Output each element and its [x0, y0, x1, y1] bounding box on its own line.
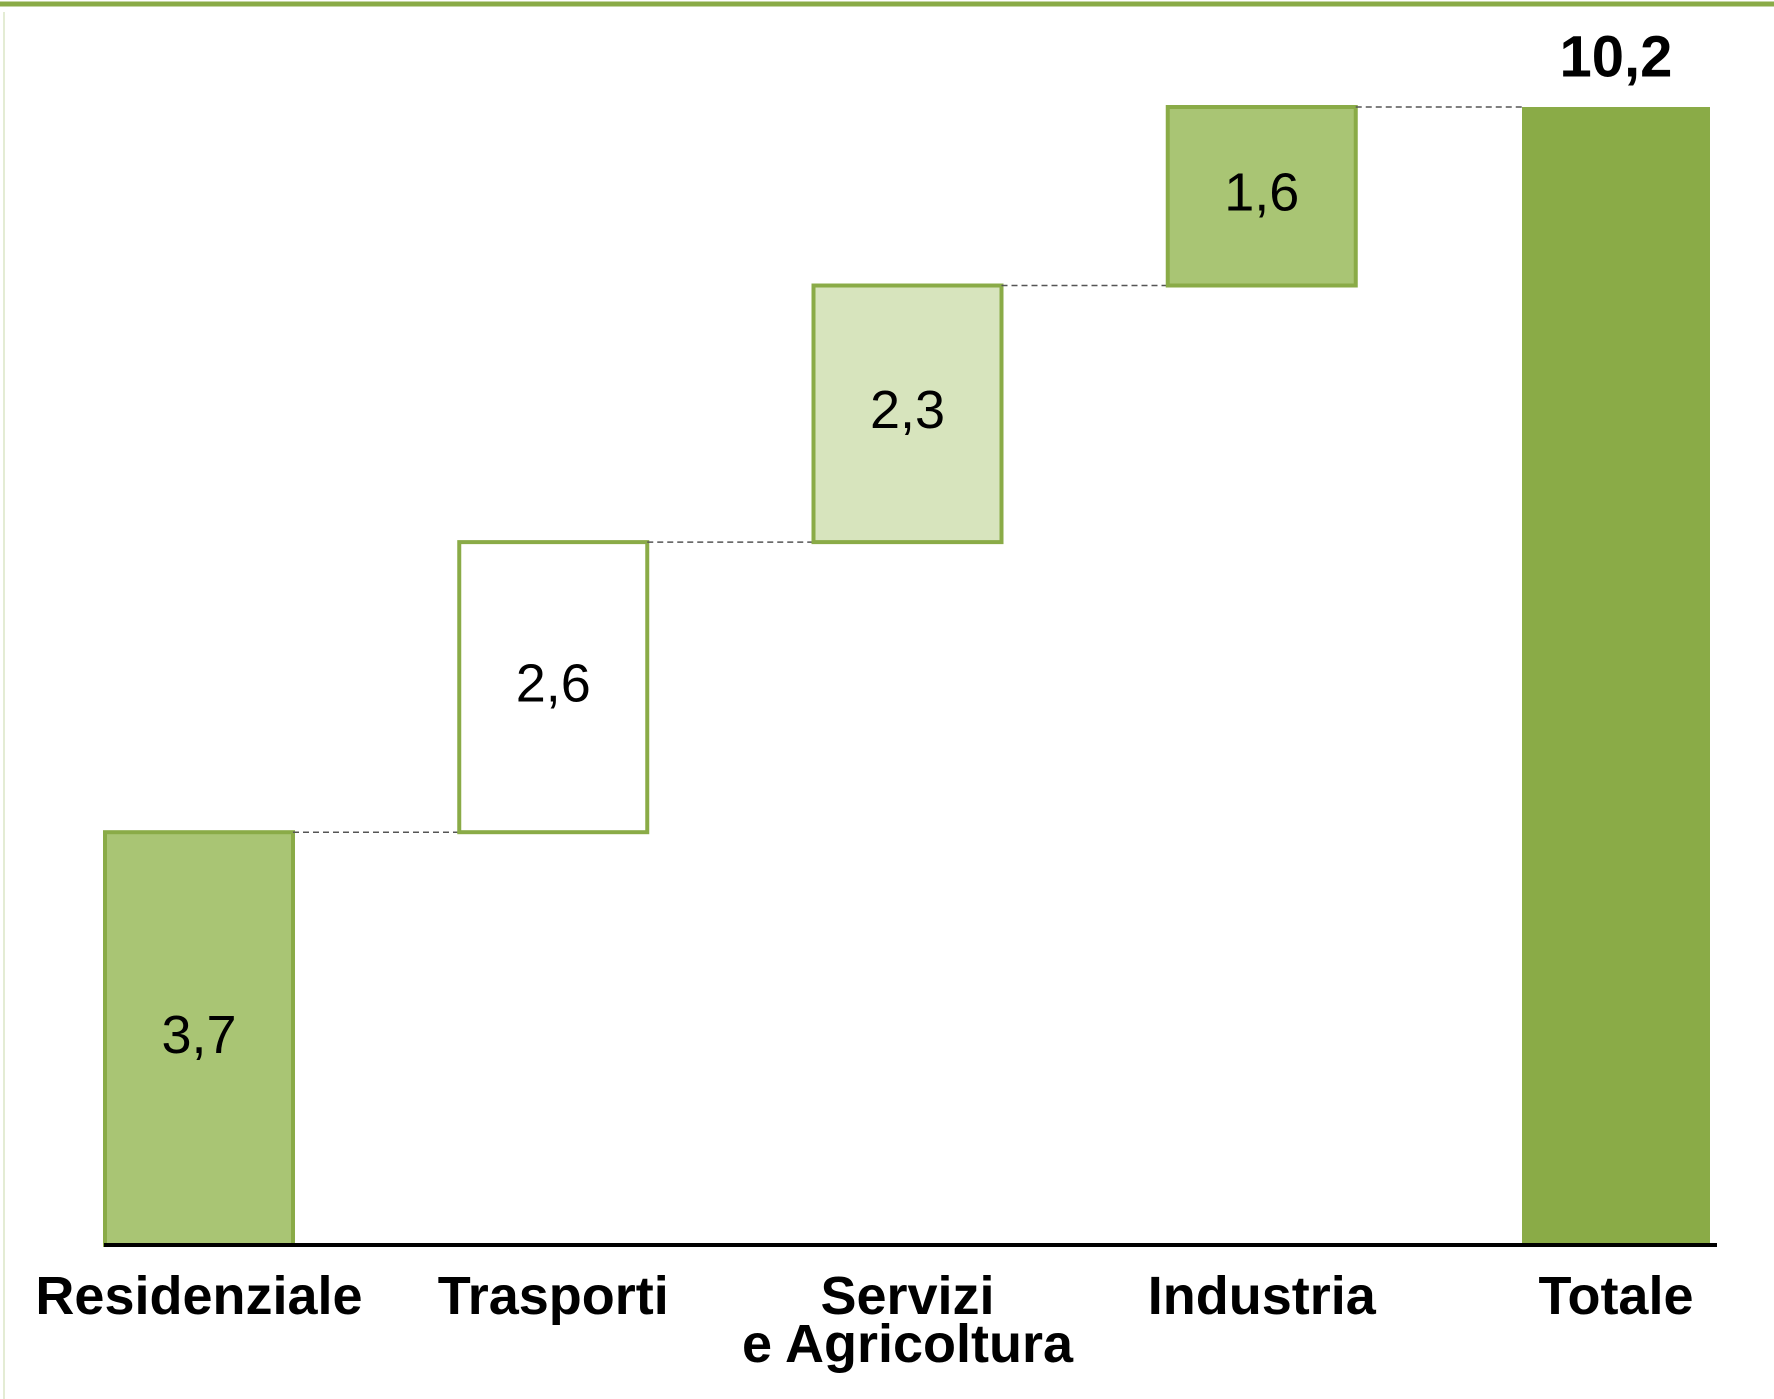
x-tick-label: Servizi e Agricoltura: [741, 1266, 1074, 1374]
bar: [1522, 107, 1710, 1245]
x-tick-label: Industria: [1147, 1266, 1376, 1326]
x-tick-label: Totale: [1538, 1266, 1694, 1326]
value-label: 1,6: [1224, 163, 1299, 223]
x-tick-label: Residenziale: [35, 1266, 363, 1326]
x-tick-label: Trasporti: [437, 1266, 669, 1326]
bar: [811, 283, 1004, 545]
bar: [103, 830, 295, 1248]
bar: [457, 540, 650, 835]
value-label: 10,2: [1560, 24, 1673, 89]
value-label: 2,6: [516, 653, 591, 713]
value-label: 2,3: [870, 380, 945, 440]
value-label: 3,7: [161, 1005, 236, 1065]
bar: [1165, 105, 1358, 288]
